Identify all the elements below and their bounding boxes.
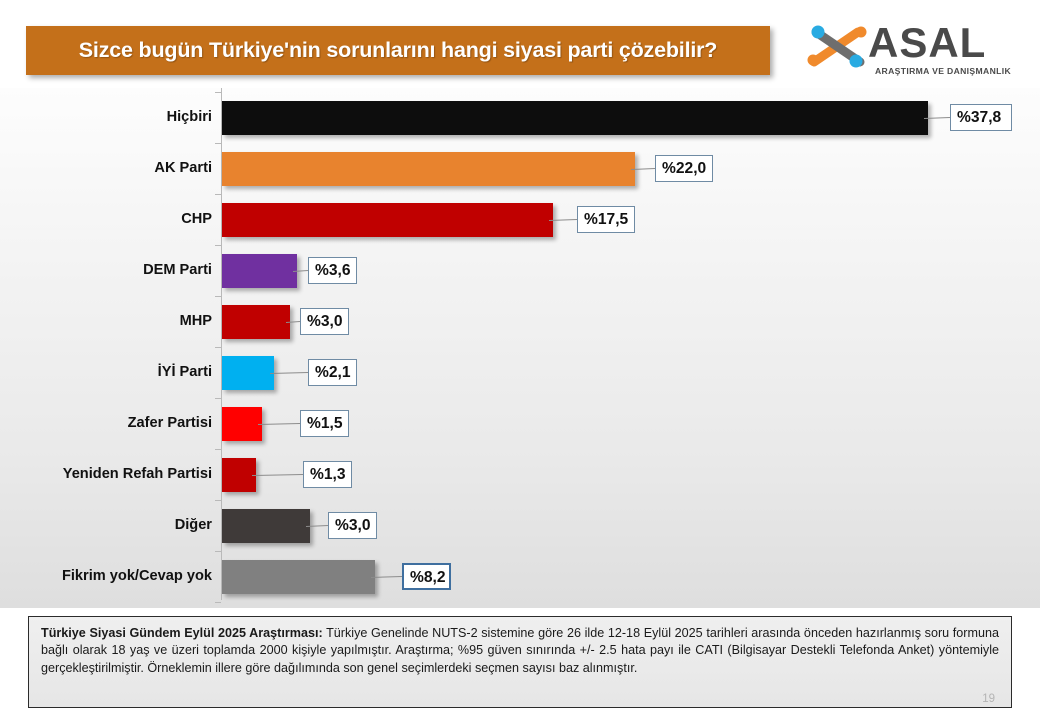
methodology-footnote: Türkiye Siyasi Gündem Eylül 2025 Araştır… bbox=[28, 616, 1012, 708]
chart-plot-area: Hiçbiri %37,8 AK Parti %22,0 CHP %17,5 DEM Par… bbox=[0, 88, 1040, 608]
value-label[interactable]: %3,6 bbox=[308, 257, 357, 284]
axis-tick bbox=[215, 602, 221, 603]
chart-row: Diğer %3,0 bbox=[0, 500, 1040, 551]
chart-row: Fikrim yok/Cevap yok %8,2 bbox=[0, 551, 1040, 602]
page-title: Sizce bugün Türkiye'nin sorunlarını hang… bbox=[78, 38, 718, 62]
bar[interactable] bbox=[222, 560, 375, 594]
chart-row: Zafer Partisi %1,5 bbox=[0, 398, 1040, 449]
leader-line bbox=[257, 423, 300, 425]
chart-row: AK Parti %22,0 bbox=[0, 143, 1040, 194]
axis-tick bbox=[215, 296, 221, 297]
axis-tick bbox=[215, 398, 221, 399]
footnote-body: Türkiye Genelinde NUTS-2 sistemine göre … bbox=[41, 626, 999, 675]
leader-line bbox=[305, 525, 329, 527]
asal-logo: ASAL ARAŞTIRMA VE DANIŞMANLIK bbox=[806, 20, 1016, 82]
leader-line bbox=[548, 219, 578, 221]
value-label[interactable]: %3,0 bbox=[300, 308, 349, 335]
axis-tick bbox=[215, 92, 221, 93]
value-label[interactable]: %17,5 bbox=[577, 206, 635, 233]
bar[interactable] bbox=[222, 203, 553, 237]
category-label: Hiçbiri bbox=[166, 109, 212, 125]
bar[interactable] bbox=[222, 356, 274, 390]
page-number: 19 bbox=[982, 693, 995, 705]
logo-tagline: ARAŞTIRMA VE DANIŞMANLIK bbox=[874, 66, 1012, 76]
leader-line bbox=[923, 117, 951, 119]
axis-tick bbox=[215, 194, 221, 195]
axis-tick bbox=[215, 551, 221, 552]
chart-row: MHP %3,0 bbox=[0, 296, 1040, 347]
axis-tick bbox=[215, 347, 221, 348]
value-label[interactable]: %22,0 bbox=[655, 155, 713, 182]
leader-line bbox=[370, 576, 403, 578]
leader-line bbox=[292, 270, 309, 272]
axis-tick bbox=[215, 143, 221, 144]
axis-tick bbox=[215, 245, 221, 246]
category-label: Diğer bbox=[174, 517, 212, 533]
leader-line bbox=[285, 321, 301, 323]
value-label[interactable]: %37,8 bbox=[950, 104, 1012, 131]
leader-line bbox=[251, 474, 303, 476]
leader-line bbox=[630, 168, 656, 170]
value-label[interactable]: %8,2 bbox=[402, 563, 451, 590]
category-label: Fikrim yok/Cevap yok bbox=[61, 568, 212, 584]
value-label[interactable]: %2,1 bbox=[308, 359, 357, 386]
value-label[interactable]: %1,5 bbox=[300, 410, 349, 437]
category-label: İYİ Parti bbox=[157, 364, 212, 380]
footnote-paragraph: Türkiye Siyasi Gündem Eylül 2025 Araştır… bbox=[41, 625, 999, 677]
axis-tick bbox=[215, 500, 221, 501]
footnote-lead: Türkiye Siyasi Gündem Eylül 2025 Araştır… bbox=[41, 626, 323, 640]
bar[interactable] bbox=[222, 254, 297, 288]
chart-row: Yeniden Refah Partisi %1,3 bbox=[0, 449, 1040, 500]
chart-row: CHP %17,5 bbox=[0, 194, 1040, 245]
value-label[interactable]: %3,0 bbox=[328, 512, 377, 539]
bar[interactable] bbox=[222, 509, 310, 543]
category-label: Yeniden Refah Partisi bbox=[62, 466, 212, 482]
bar[interactable] bbox=[222, 458, 256, 492]
chart-row: Hiçbiri %37,8 bbox=[0, 92, 1040, 143]
leader-line bbox=[269, 372, 308, 374]
bar[interactable] bbox=[222, 305, 290, 339]
category-axis-line bbox=[221, 88, 222, 600]
slide-header: Sizce bugün Türkiye'nin sorunlarını hang… bbox=[0, 0, 1040, 92]
bar[interactable] bbox=[222, 407, 262, 441]
bar[interactable] bbox=[222, 101, 928, 135]
logo-mark-icon bbox=[807, 25, 867, 68]
chart-row: İYİ Parti %2,1 bbox=[0, 347, 1040, 398]
chart-row: DEM Parti %3,6 bbox=[0, 245, 1040, 296]
value-label[interactable]: %1,3 bbox=[303, 461, 352, 488]
logo-wordmark: ASAL bbox=[868, 19, 987, 66]
category-label: MHP bbox=[179, 313, 212, 329]
title-banner: Sizce bugün Türkiye'nin sorunlarını hang… bbox=[26, 26, 770, 75]
bar[interactable] bbox=[222, 152, 635, 186]
category-label: AK Parti bbox=[154, 160, 212, 176]
category-label: Zafer Partisi bbox=[127, 415, 212, 431]
axis-tick bbox=[215, 449, 221, 450]
category-label: DEM Parti bbox=[143, 262, 212, 278]
category-label: CHP bbox=[181, 211, 212, 227]
